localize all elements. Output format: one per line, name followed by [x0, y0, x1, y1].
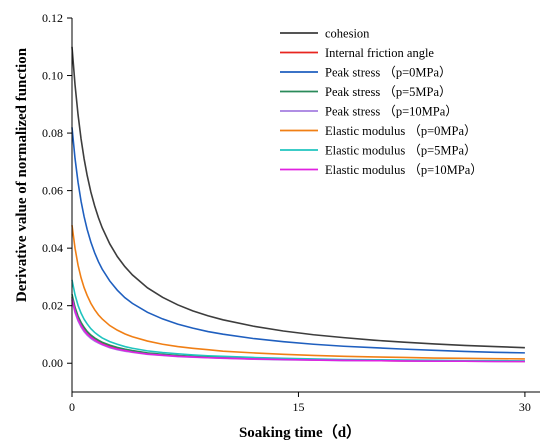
y-ticks: 0.00 0.02 0.04 0.06 0.08 0.10 0.12: [42, 11, 72, 370]
series-line-5: [71, 225, 525, 360]
y-tick-label: 0.10: [42, 69, 63, 83]
series-lines: [71, 46, 525, 363]
y-tick-label: 0.06: [42, 184, 63, 198]
y-tick-label: 0.12: [42, 11, 63, 25]
legend-label: Peak stress （p=10MPa）: [325, 105, 458, 119]
series-line-7: [71, 298, 525, 363]
legend-label: cohesion: [325, 27, 370, 41]
legend-label: Elastic modulus （p=0MPa）: [325, 124, 477, 138]
legend-label: Internal friction angle: [325, 46, 434, 60]
series-line-2: [71, 127, 525, 354]
legend: cohesion Internal friction angle Peak stre…: [280, 27, 483, 177]
y-tick-label: 0.04: [42, 241, 63, 255]
x-tick-label: 15: [292, 400, 304, 414]
y-tick-label: 0.00: [42, 356, 63, 370]
legend-label: Peak stress （p=0MPa）: [325, 66, 452, 80]
y-tick-label: 0.08: [42, 126, 63, 140]
x-ticks: 0 15 30: [69, 392, 531, 414]
x-tick-label: 0: [69, 400, 75, 414]
x-tick-label: 30: [519, 400, 531, 414]
x-axis-title: Soaking time（d）: [239, 423, 361, 441]
series-line-0: [71, 46, 525, 349]
y-tick-label: 0.02: [42, 299, 63, 313]
legend-label: Peak stress （p=5MPa）: [325, 85, 452, 99]
axes: [71, 18, 540, 393]
legend-label: Elastic modulus （p=10MPa）: [325, 163, 483, 177]
y-axis-title: Derivative value of normalized function: [14, 47, 30, 302]
series-line-6: [71, 279, 525, 362]
legend-label: Elastic modulus （p=5MPa）: [325, 144, 477, 158]
